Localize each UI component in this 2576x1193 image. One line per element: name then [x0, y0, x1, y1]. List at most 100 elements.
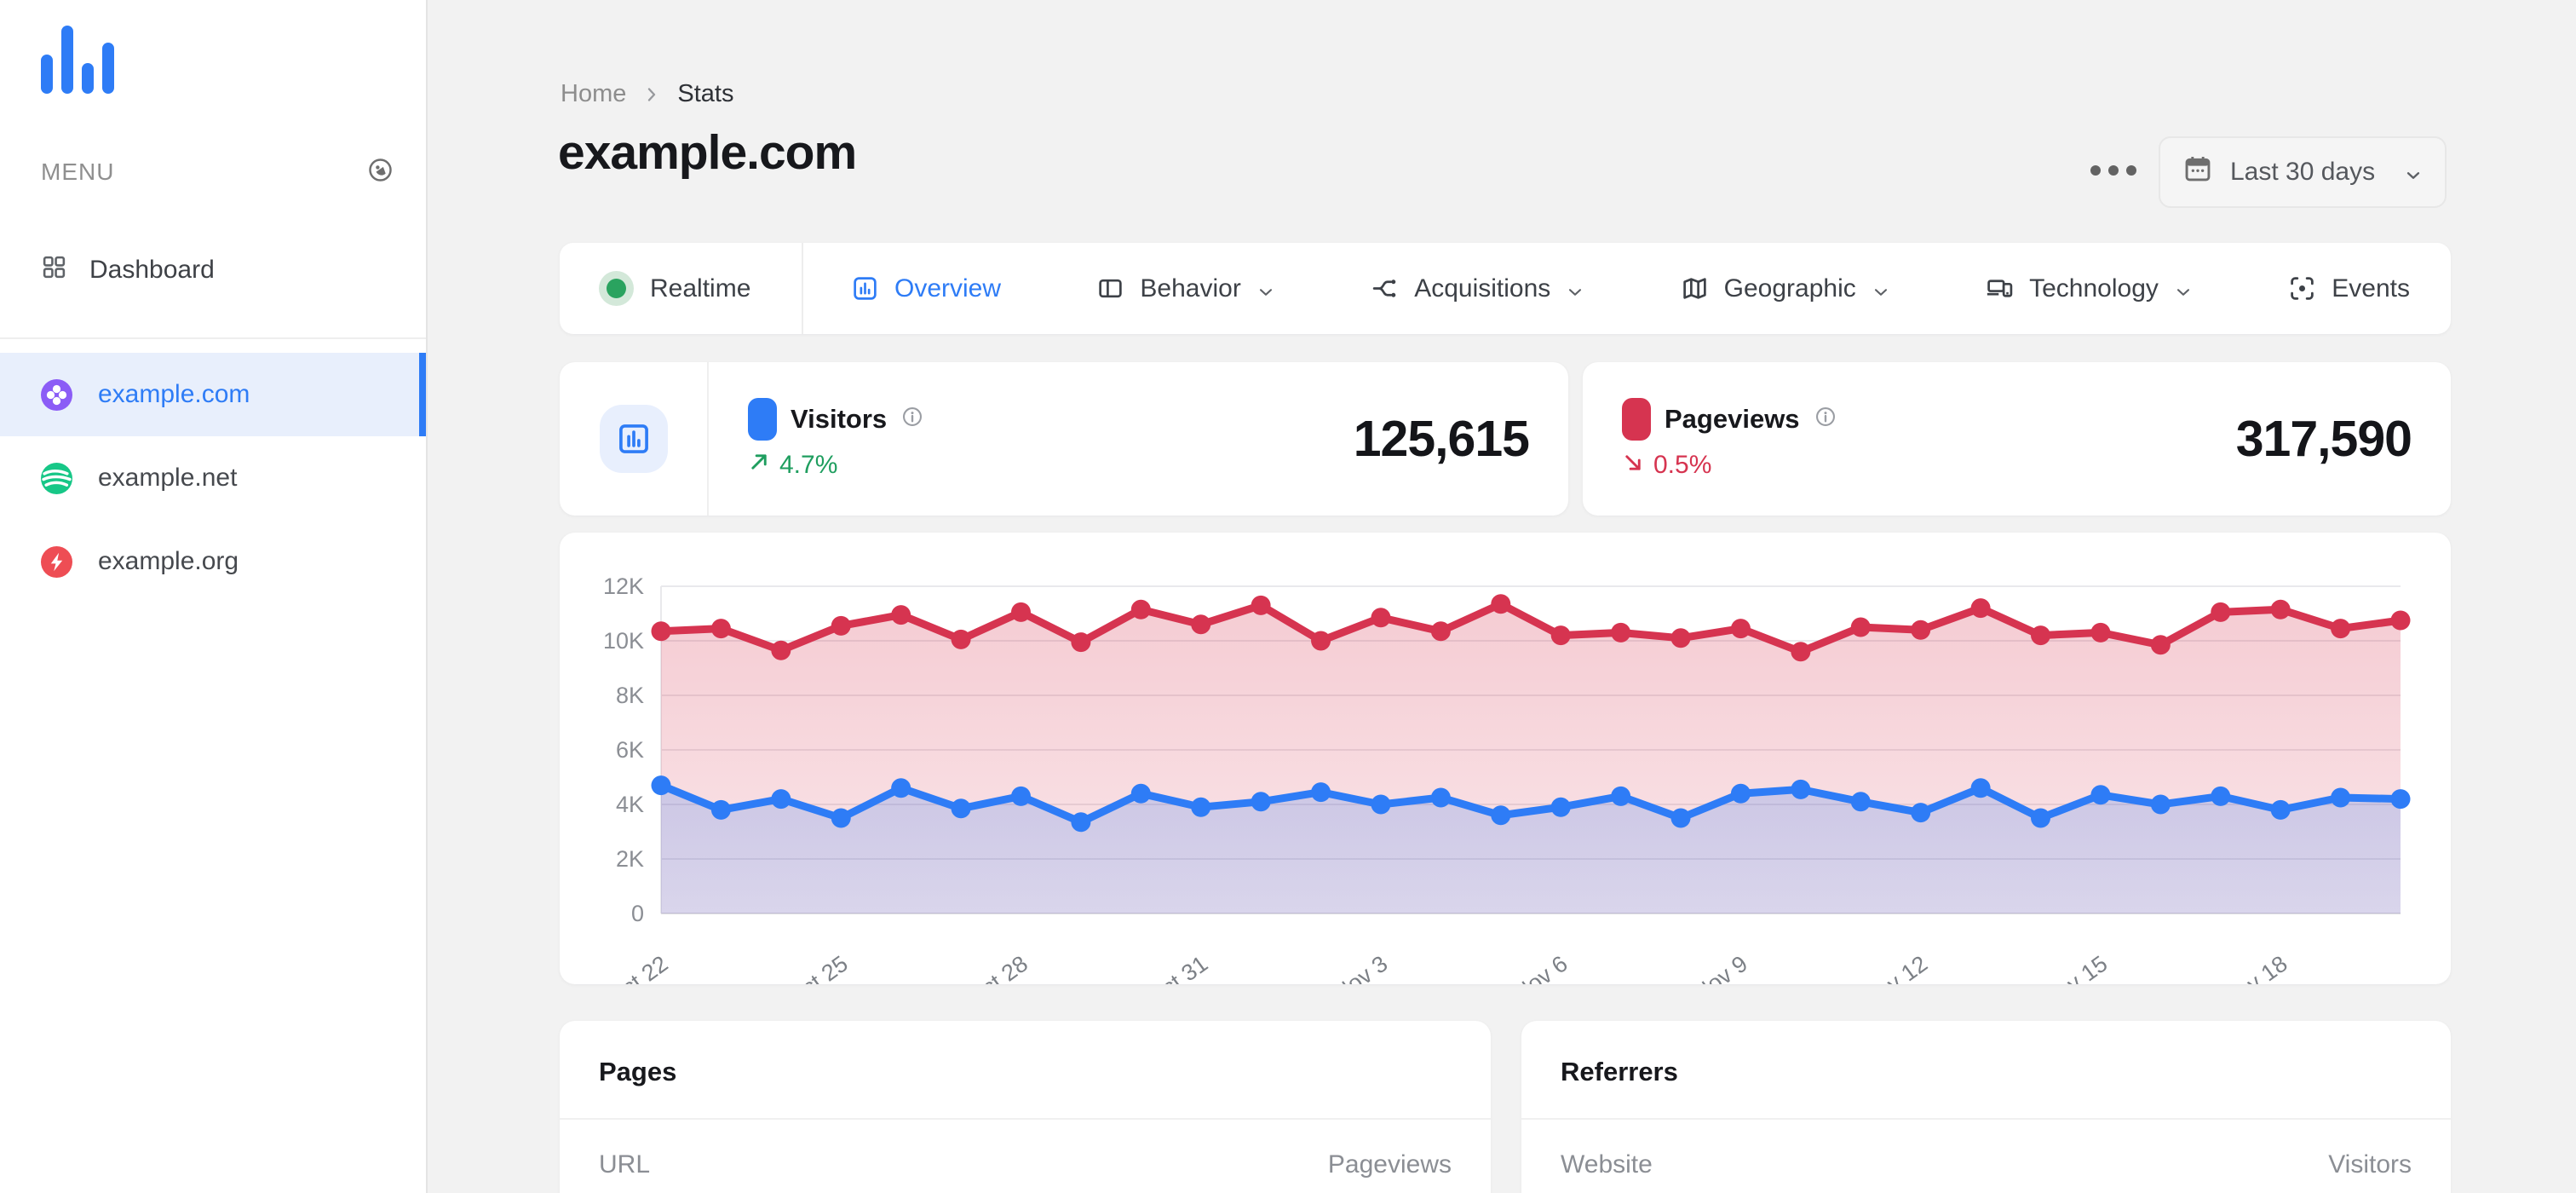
sidebar-item-example-com[interactable]: example.com: [0, 353, 426, 436]
dot-icon: [2108, 165, 2119, 176]
site-bolt-icon: [41, 545, 72, 578]
sidebar-item-example-net[interactable]: example.net: [0, 436, 426, 520]
tab-geographic[interactable]: Geographic: [1681, 274, 1890, 303]
tab-label: Technology: [2029, 274, 2159, 303]
user-avatar-icon[interactable]: [367, 157, 394, 187]
sidebar-sites-list: example.com example.net: [0, 353, 426, 603]
chevron-down-icon: [2404, 163, 2423, 182]
overview-chart-icon: [854, 277, 877, 300]
chevron-down-icon: [1872, 280, 1890, 298]
site-clover-icon: [41, 378, 72, 411]
pageviews-legend-swatch: [1622, 397, 1651, 441]
trend-up-icon: [748, 451, 771, 481]
svg-text:2K: 2K: [616, 846, 644, 872]
detail-panels-row: Pages URL Pageviews Referrers Website Vi…: [560, 1021, 2451, 1193]
site-label: example.org: [98, 547, 239, 575]
sidebar-item-example-org[interactable]: example.org: [0, 520, 426, 603]
svg-text:Nov 15: Nov 15: [2038, 951, 2113, 984]
info-icon[interactable]: [1814, 405, 1837, 433]
visitors-legend-swatch: [748, 397, 777, 441]
pageviews-value: 317,590: [2235, 411, 2412, 467]
tab-label: Geographic: [1723, 274, 1856, 303]
dot-icon: [2126, 165, 2136, 176]
svg-text:Nov 18: Nov 18: [2218, 951, 2292, 984]
svg-text:0: 0: [631, 901, 644, 926]
sidebar-item-dashboard[interactable]: Dashboard: [0, 240, 426, 300]
chevron-down-icon: [2174, 280, 2193, 298]
tab-acquisitions[interactable]: Acquisitions: [1371, 274, 1584, 303]
visitors-value: 125,615: [1353, 411, 1530, 467]
tab-label: Realtime: [650, 274, 751, 303]
pageviews-change: 0.5%: [1653, 451, 1712, 479]
tab-overview[interactable]: Overview: [851, 274, 1001, 303]
traffic-chart-card: 0 2K 4K 6K 8K 10K 12K Oct 22 Oct 25 Oct 28 Oct 31 N…: [560, 533, 2451, 984]
visitors-change: 4.7%: [779, 451, 838, 479]
panel-divider: [560, 1118, 1491, 1120]
chevron-right-icon: [641, 84, 662, 105]
svg-text:12K: 12K: [603, 573, 644, 599]
tab-realtime[interactable]: Realtime: [560, 274, 802, 303]
svg-text:8K: 8K: [616, 683, 644, 708]
svg-text:Oct 22: Oct 22: [603, 951, 673, 984]
tab-label: Overview: [894, 274, 1002, 303]
stats-tab-bar: Realtime Overview Behavior: [560, 243, 2451, 334]
tab-label: Acquisitions: [1414, 274, 1551, 303]
menu-section-label: MENU: [41, 158, 115, 185]
events-scan-icon: [2291, 277, 2314, 300]
tabs-divider: [802, 243, 803, 334]
tab-events[interactable]: Events: [2288, 274, 2410, 303]
stat-chart-icon: [599, 405, 668, 473]
svg-text:Nov 3: Nov 3: [1329, 951, 1393, 984]
referrers-panel-title: Referrers: [1561, 1057, 1678, 1086]
svg-text:Oct 31: Oct 31: [1142, 951, 1212, 984]
sidebar: MENU Dashboard: [0, 0, 428, 1193]
referrers-panel: Referrers Website Visitors: [1521, 1021, 2451, 1193]
site-waves-icon: [41, 462, 72, 494]
dot-icon: [2090, 165, 2101, 176]
referrers-col-website: Website: [1561, 1150, 1653, 1179]
site-label: example.net: [98, 464, 238, 492]
pages-panel: Pages URL Pageviews: [560, 1021, 1491, 1193]
technology-devices-icon: [1987, 280, 2013, 297]
more-options-button[interactable]: [2082, 157, 2145, 184]
date-range-label: Last 30 days: [2230, 158, 2376, 186]
svg-text:Nov 9: Nov 9: [1688, 951, 1752, 984]
pages-panel-title: Pages: [599, 1057, 677, 1086]
chevron-down-icon: [1566, 280, 1584, 298]
date-range-button[interactable]: Last 30 days: [2159, 136, 2447, 208]
svg-text:10K: 10K: [603, 628, 644, 654]
visitors-pageviews-area-chart: 0 2K 4K 6K 8K 10K 12K Oct 22 Oct 25 Oct 28 Oct 31 N…: [603, 573, 2411, 984]
svg-text:Nov 12: Nov 12: [1858, 951, 1932, 984]
acquisitions-branch-icon: [1372, 280, 1396, 297]
tab-technology[interactable]: Technology: [1986, 274, 2193, 303]
tab-behavior[interactable]: Behavior: [1096, 274, 1274, 303]
tab-label: Events: [2332, 274, 2410, 303]
svg-text:Oct 28: Oct 28: [963, 951, 1032, 984]
breadcrumb-home-link[interactable]: Home: [561, 80, 627, 107]
visitors-stat-card: Visitors 4.7%: [560, 362, 1568, 516]
realtime-live-dot-icon: [607, 279, 626, 298]
svg-text:Oct 25: Oct 25: [783, 951, 853, 984]
svg-text:Nov 6: Nov 6: [1509, 951, 1573, 984]
sidebar-item-label: Dashboard: [89, 256, 215, 284]
stats-summary-row: Visitors 4.7%: [560, 362, 2451, 516]
app-logo-barchart-icon[interactable]: [41, 26, 114, 94]
panel-divider: [1521, 1118, 2451, 1120]
sidebar-divider: [0, 337, 426, 339]
referrers-col-visitors: Visitors: [2328, 1150, 2412, 1179]
behavior-layout-icon: [1099, 279, 1123, 298]
page-title: example.com: [558, 125, 857, 180]
pages-col-url: URL: [599, 1150, 651, 1179]
calendar-icon: [2182, 153, 2213, 191]
pages-col-pageviews: Pageviews: [1327, 1150, 1452, 1179]
site-label: example.com: [98, 380, 250, 408]
trend-down-icon: [1622, 451, 1645, 481]
dashboard-grid-icon: [41, 254, 67, 287]
tab-label: Behavior: [1140, 274, 1241, 303]
svg-text:4K: 4K: [616, 792, 644, 817]
breadcrumb: Home Stats: [561, 80, 733, 108]
chevron-down-icon: [1256, 280, 1275, 298]
pageviews-stat-card: Pageviews 0.5%: [1583, 362, 2451, 516]
info-icon[interactable]: [900, 405, 924, 433]
